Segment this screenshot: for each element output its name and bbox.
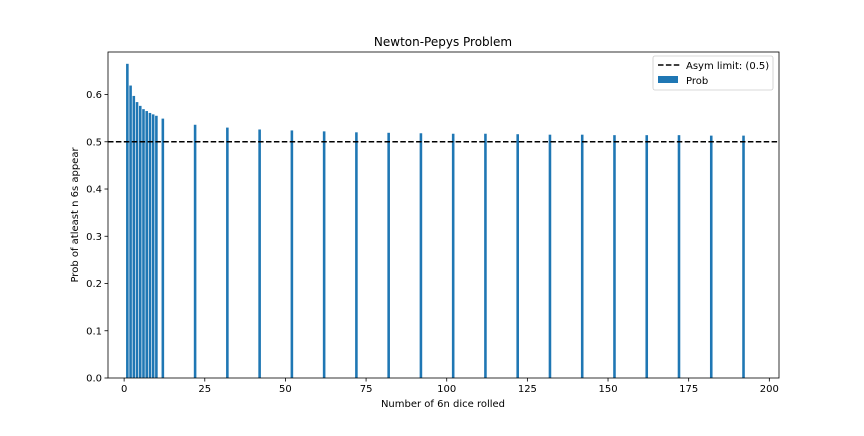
bar [645, 135, 649, 378]
bar [419, 133, 423, 378]
bar [138, 105, 142, 378]
bar [148, 112, 152, 379]
bar [226, 127, 229, 378]
bar [151, 114, 155, 378]
bar [142, 109, 145, 378]
x-tick-label: 125 [518, 384, 537, 395]
legend-label-asym-limit: Asym limit: (0.5) [686, 61, 769, 72]
bar [613, 135, 616, 378]
bar [677, 135, 681, 378]
bar [155, 115, 158, 379]
bar [129, 85, 132, 379]
bar [484, 133, 487, 378]
bar [258, 129, 261, 378]
plot-frame [107, 51, 780, 379]
x-tick-label: 200 [760, 384, 779, 395]
legend-box [652, 55, 774, 91]
bar [451, 133, 455, 378]
bar [290, 130, 294, 378]
x-tick-label: 50 [279, 384, 292, 395]
x-tick-label: 25 [198, 384, 211, 395]
y-axis-label: Prob of atleast n 6s appear [70, 147, 81, 283]
y-tick-label: 0.5 [86, 137, 102, 148]
bar [355, 132, 358, 378]
bar [742, 135, 745, 378]
bar [126, 63, 129, 379]
x-tick-label: 0 [121, 384, 127, 395]
y-tick-label: 0.4 [86, 185, 102, 196]
bar [322, 131, 326, 378]
bar [580, 134, 584, 378]
x-axis-label: Number of 6n dice rolled [381, 399, 505, 410]
y-tick-label: 0.2 [86, 279, 102, 290]
x-tick-label: 175 [679, 384, 698, 395]
y-tick-label: 0.1 [86, 326, 102, 337]
y-tick-label: 0.3 [86, 232, 102, 243]
y-axis: 0.0 0.1 0.2 0.3 0.4 0.5 0.6 [86, 90, 108, 385]
legend-label-prob: Prob [686, 76, 708, 87]
x-tick-label: 75 [360, 384, 373, 395]
x-tick-label: 100 [437, 384, 456, 395]
bar [132, 95, 136, 378]
bar [193, 124, 197, 378]
bar [145, 111, 149, 378]
bar [135, 102, 139, 378]
bar [548, 134, 552, 378]
legend-bar-swatch [658, 76, 678, 83]
bar [516, 134, 519, 378]
x-axis: 0 25 50 75 100 125 150 175 200 [121, 378, 779, 395]
legend: Asym limit: (0.5) Prob [652, 55, 774, 91]
chart-title: Newton-Pepys Problem [374, 35, 512, 49]
y-tick-label: 0.0 [86, 374, 102, 385]
bar [709, 135, 713, 378]
x-tick-label: 150 [598, 384, 617, 395]
bar [161, 118, 165, 378]
bar-group [126, 63, 745, 379]
bar [387, 132, 390, 378]
y-tick-label: 0.6 [86, 90, 102, 101]
